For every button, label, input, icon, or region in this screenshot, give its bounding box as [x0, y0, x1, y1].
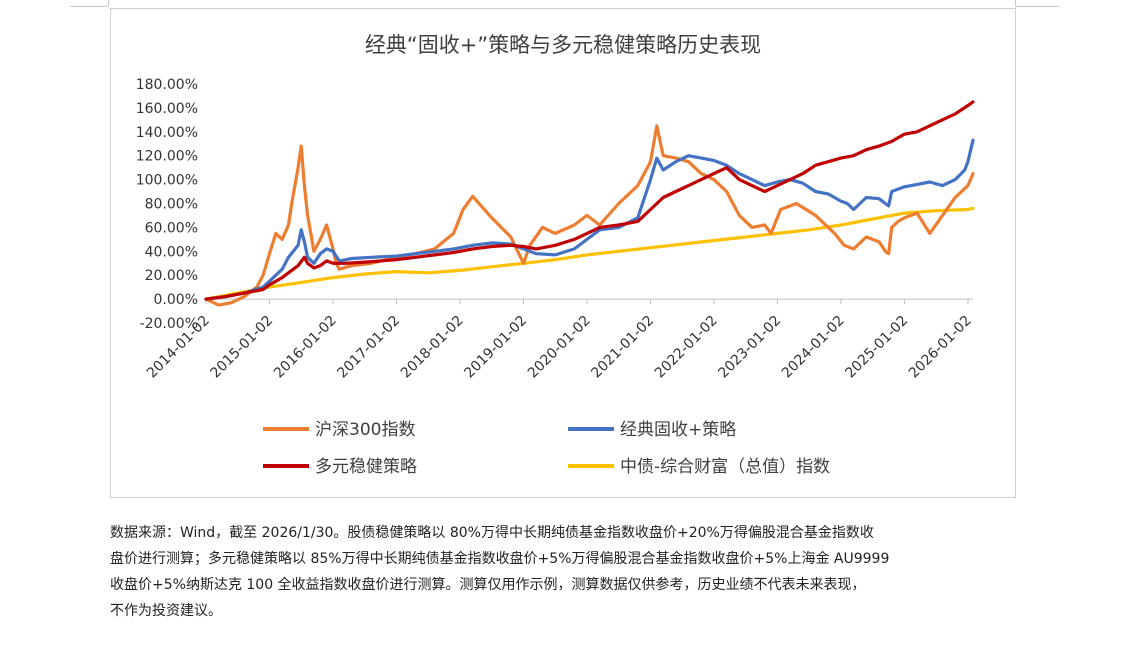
y-tick-label: 0.00%	[154, 292, 198, 308]
x-tick-label: 2025-01-02	[842, 313, 911, 382]
y-tick-label: 20.00%	[145, 268, 198, 284]
legend-label: 多元稳健策略	[315, 457, 417, 477]
x-tick-label: 2015-01-02	[207, 313, 276, 382]
y-tick-label: 140.00%	[136, 125, 198, 141]
footnote: 数据来源：Wind，截至 2026/1/30。股债稳健策略以 80%万得中长期纯…	[110, 520, 1020, 624]
x-tick-label: 2021-01-02	[588, 313, 657, 382]
chart-title: 经典“固收+”策略与多元稳健策略历史表现	[364, 33, 762, 57]
legend-label: 中债-综合财富（总值）指数	[620, 457, 830, 477]
x-tick-label: 2017-01-02	[334, 313, 403, 382]
x-tick-label: 2016-01-02	[271, 313, 340, 382]
footnote-line: 收盘价+5%纳斯达克 100 全收益指数收盘价进行测算。测算仅用作示例，测算数据…	[110, 577, 866, 593]
footnote-line: 盘价进行测算；多元稳健策略以 85%万得中长期纯债基金指数收盘价+5%万得偏股混…	[110, 551, 890, 567]
series-line	[204, 100, 975, 301]
y-tick-label: 80.00%	[145, 197, 198, 213]
y-tick-label: 180.00%	[136, 77, 198, 93]
series-line	[204, 124, 975, 307]
y-tick-label: 160.00%	[136, 101, 198, 117]
page-corner-mark	[1015, 0, 1016, 6]
page-corner-mark	[1015, 6, 1060, 7]
x-tick-label: 2018-01-02	[398, 313, 467, 382]
chart-frame: 经典“固收+”策略与多元稳健策略历史表现 180.00% 160.00% 140.0…	[110, 8, 1016, 498]
x-tick-label: 2024-01-02	[779, 313, 848, 382]
x-tick-label: 2020-01-02	[525, 313, 594, 382]
legend-label: 沪深300指数	[315, 420, 415, 440]
y-tick-label: 100.00%	[136, 173, 198, 189]
x-tick-label: 2023-01-02	[715, 313, 784, 382]
series-line	[204, 138, 975, 301]
footnote-line: 不作为投资建议。	[110, 603, 222, 619]
x-tick-label: 2026-01-02	[906, 313, 975, 382]
y-tick-label: 40.00%	[145, 244, 198, 260]
x-tick-label: 2022-01-02	[652, 313, 721, 382]
y-tick-label: 120.00%	[136, 149, 198, 165]
page-corner-mark	[108, 0, 109, 6]
legend-label: 经典固收+策略	[620, 420, 736, 440]
y-tick-label: 60.00%	[145, 220, 198, 236]
y-tick-label: -20.00%	[140, 316, 198, 332]
series-line	[204, 206, 975, 301]
x-tick-label: 2019-01-02	[461, 313, 530, 382]
line-chart: 180.00% 160.00% 140.00% 120.00% 100.00% 80.00…	[136, 77, 975, 477]
page-corner-mark	[70, 6, 108, 7]
footnote-line: 数据来源：Wind，截至 2026/1/30。股债稳健策略以 80%万得中长期纯…	[110, 525, 874, 541]
